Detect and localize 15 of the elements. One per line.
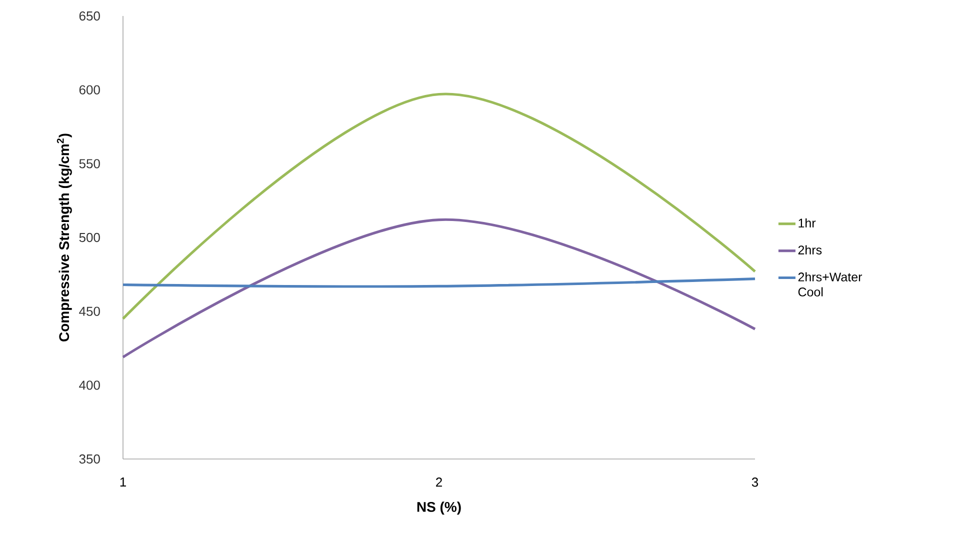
y-axis-title: Compressive Strength (kg/cm$^{2}$) [56,134,72,342]
y-tick-label: 500 [79,232,100,242]
legend-label: 2hrs [798,245,822,254]
x-tick-label: 1 [120,478,126,486]
legend-label: 2hrs+Water Cool [798,272,862,296]
x-tick-label: 3 [752,478,758,487]
y-tick-label: 600 [79,85,100,94]
y-tick-label: 650 [79,11,100,21]
y-tick-label: 450 [79,306,100,316]
x-tick-label: 2 [436,478,442,487]
legend-label: 1hr [798,218,816,228]
y-tick-label: 350 [79,454,100,464]
x-axis-title: NS (%) [417,502,461,515]
y-tick-label: 400 [79,380,100,390]
y-tick-label: 550 [79,159,100,168]
